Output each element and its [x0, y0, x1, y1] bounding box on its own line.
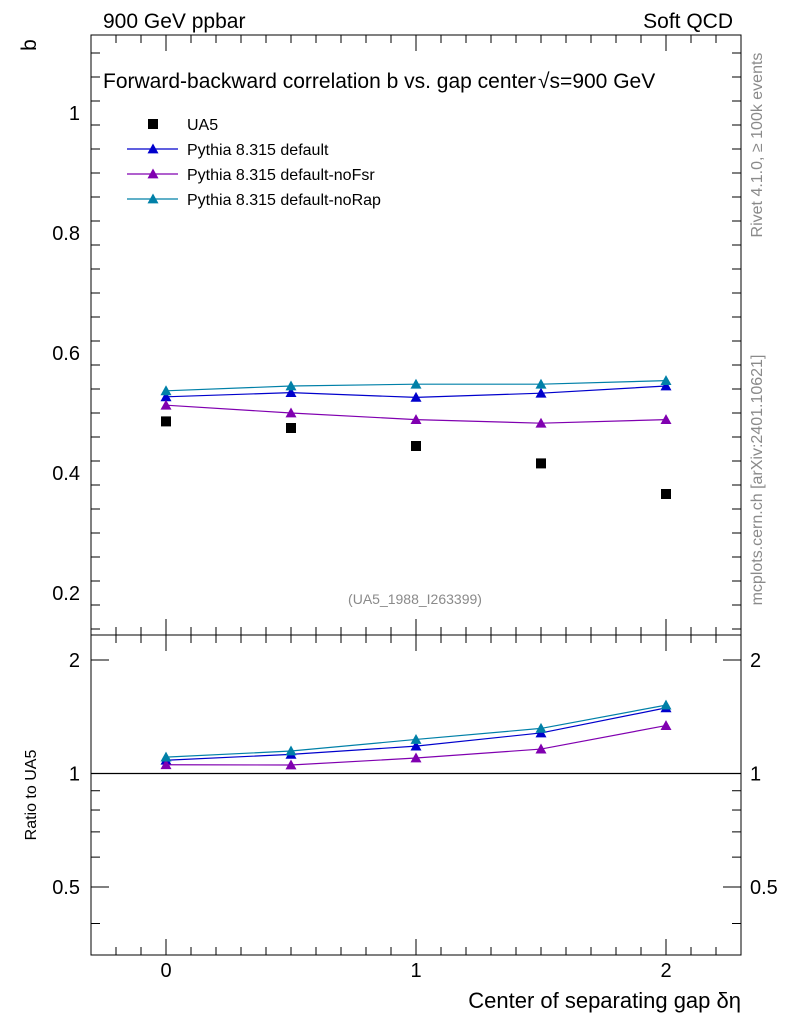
legend-series-label: Pythia 8.315 default	[187, 142, 329, 159]
y-tick-label: 1	[69, 103, 80, 125]
legend-ua5-marker	[148, 119, 158, 129]
ratio-series-point	[285, 759, 297, 770]
legend: UA5 Pythia 8.315 default Pythia 8.315 defa…	[127, 117, 381, 209]
header-left-label: 900 GeV ppbar	[103, 10, 245, 33]
series-point	[535, 378, 547, 389]
ratio-series-marks	[91, 699, 741, 775]
y-axis-label: b	[18, 39, 41, 51]
x-tick-label: 1	[410, 960, 421, 982]
ua5-data-point	[536, 458, 546, 469]
main-axis-ticks	[91, 35, 741, 635]
legend-series-label: Pythia 8.315 default-noRap	[187, 192, 381, 209]
y-tick-label: 0.4	[52, 463, 80, 485]
x-tick-label: 2	[660, 960, 671, 982]
series-point	[285, 407, 297, 418]
ratio-y-tick-label-right: 1	[750, 763, 761, 785]
y-tick-label: 0.6	[52, 343, 80, 365]
plot-title: Forward-backward correlation b vs. gap c…	[103, 70, 655, 93]
y-tick-label: 0.8	[52, 223, 80, 245]
ua5-data-point	[161, 416, 171, 427]
x-tick-labels: 0 1 2	[160, 960, 671, 982]
legend-marker	[147, 168, 159, 179]
ratio-series-point	[410, 752, 422, 763]
series-point	[160, 399, 172, 410]
series-point	[535, 417, 547, 428]
series-point	[410, 414, 422, 424]
legend-series-label: Pythia 8.315 default-noFsr	[187, 167, 375, 184]
series-point	[160, 385, 172, 396]
ratio-series-point	[535, 722, 547, 733]
ratio-series-point	[660, 699, 672, 710]
ratio-y-tick-label-left: 2	[69, 650, 80, 672]
analysis-id-label: (UA5_1988_I263399)	[348, 591, 482, 607]
ratio-y-tick-label-left: 0.5	[52, 877, 80, 899]
plot-title-text: Forward-backward correlation b vs. gap c…	[103, 70, 536, 93]
ratio-y-tick-label-right: 2	[750, 650, 761, 672]
legend-marker	[147, 193, 159, 204]
legend-ua5-label: UA5	[187, 117, 218, 134]
ratio-series-point	[160, 759, 172, 770]
series-point	[660, 380, 672, 391]
series-point	[285, 387, 297, 397]
series-point	[535, 387, 547, 398]
series-point	[160, 391, 172, 402]
ratio-axis-ticks	[91, 635, 741, 955]
ratio-series-point	[660, 720, 672, 730]
ua5-data-point	[286, 423, 296, 433]
series-point	[410, 378, 422, 389]
x-axis-label: Center of separating gap δη	[468, 988, 741, 1013]
main-tick-labels: 0.2 0.4 0.6 0.8 1	[52, 103, 80, 605]
series-point	[410, 391, 422, 402]
ratio-series-point	[535, 743, 547, 754]
ratio-y-axis-label: Ratio to UA5	[23, 750, 40, 841]
ratio-y-tick-label-right: 0.5	[750, 877, 778, 899]
ratio-series-point	[410, 733, 422, 744]
series-point	[660, 375, 672, 385]
x-tick-label: 0	[160, 960, 171, 982]
y-tick-label: 0.2	[52, 583, 80, 605]
legend-marker	[147, 143, 159, 154]
plot-title-energy: √s=900 GeV	[538, 70, 655, 93]
ratio-series-point	[285, 745, 297, 756]
ua5-data-point	[661, 489, 671, 499]
ratio-tick-labels: 0.5 0.5 1 1 2 2	[52, 650, 778, 899]
ratio-plot-frame	[90, 634, 742, 956]
ratio-series-point	[410, 740, 422, 751]
main-series-marks	[160, 375, 672, 499]
series-point	[660, 414, 672, 424]
ratio-series-point	[160, 751, 172, 762]
ratio-y-tick-label-left: 1	[69, 763, 80, 785]
header-right-label: Soft QCD	[643, 10, 733, 33]
rivet-version-label: Rivet 4.1.0, ≥ 100k events	[749, 53, 766, 238]
mcplots-label: mcplots.cern.ch [arXiv:2401.10621]	[749, 355, 766, 606]
ua5-data-point	[411, 441, 421, 451]
series-point	[285, 380, 297, 391]
